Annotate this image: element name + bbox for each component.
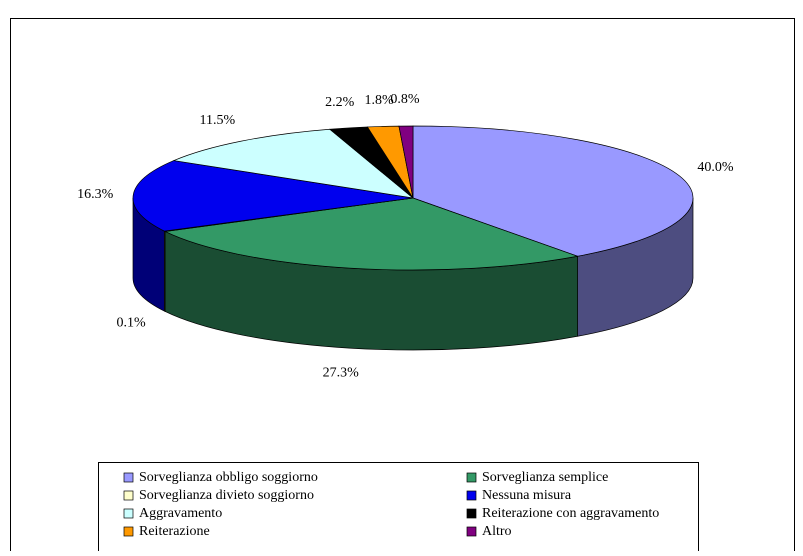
legend-label: Altro	[482, 524, 512, 539]
legend-swatch	[466, 472, 477, 483]
pie-slice	[398, 125, 414, 199]
pie-slice	[163, 197, 579, 271]
data-label: 40.0%	[697, 160, 734, 175]
legend-swatch	[466, 526, 477, 537]
legend-label: Sorveglianza semplice	[482, 470, 608, 485]
legend-box	[98, 462, 699, 556]
legend-label: Aggravamento	[139, 506, 222, 521]
legend-swatch	[123, 508, 134, 519]
legend-swatch	[466, 508, 477, 519]
data-label: 16.3%	[77, 187, 114, 202]
data-label: 11.5%	[199, 113, 235, 128]
data-label: 0.1%	[116, 316, 146, 331]
data-label: 0.8%	[390, 92, 420, 107]
legend-label: Sorveglianza obbligo soggiorno	[139, 470, 318, 485]
legend-label: Nessuna misura	[482, 488, 572, 503]
legend-label: Sorveglianza divieto soggiorno	[139, 488, 314, 503]
pie-slice	[412, 125, 694, 257]
pie-slice	[132, 160, 414, 232]
legend-swatch	[123, 526, 134, 537]
data-label: 2.2%	[325, 95, 355, 110]
data-label: 1.8%	[365, 93, 395, 108]
data-label: 27.3%	[323, 366, 360, 381]
legend-swatch	[123, 490, 134, 501]
pie-slice	[172, 128, 415, 199]
legend-label: Reiterazione con aggravamento	[482, 506, 659, 521]
legend-label: Reiterazione	[139, 524, 210, 539]
legend-swatch	[123, 472, 134, 483]
legend-swatch	[466, 490, 477, 501]
